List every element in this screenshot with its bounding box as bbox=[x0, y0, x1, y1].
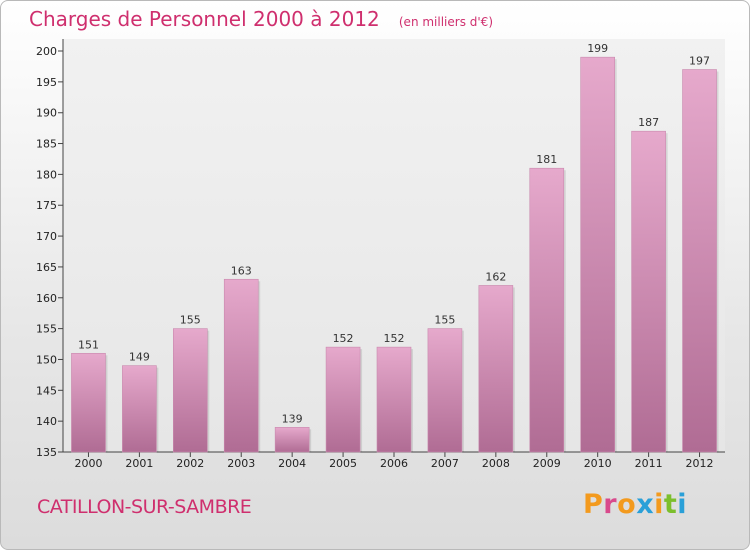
x-tick-label: 2010 bbox=[584, 457, 612, 470]
x-tick-label: 2009 bbox=[533, 457, 561, 470]
x-tick-label: 2007 bbox=[431, 457, 459, 470]
chart-subtitle: (en milliers d'€) bbox=[398, 15, 493, 29]
y-tick-label: 195 bbox=[36, 76, 57, 89]
data-label-2006: 152 bbox=[384, 332, 405, 345]
logo-letter: i bbox=[677, 489, 688, 520]
x-tick-label: 2002 bbox=[176, 457, 204, 470]
x-tick-label: 2012 bbox=[686, 457, 714, 470]
data-label-2000: 151 bbox=[78, 338, 99, 351]
y-tick-label: 180 bbox=[36, 168, 57, 181]
x-tick-label: 2003 bbox=[227, 457, 255, 470]
bar-2006 bbox=[376, 346, 412, 453]
data-label-2012: 197 bbox=[689, 55, 710, 68]
data-label-2005: 152 bbox=[333, 332, 354, 345]
bar-2003 bbox=[223, 278, 259, 453]
y-tick-label: 155 bbox=[36, 323, 57, 336]
y-tick-label: 170 bbox=[36, 230, 57, 243]
data-label-2007: 155 bbox=[434, 314, 455, 327]
chart-title: Charges de Personnel 2000 à 2012 bbox=[29, 7, 380, 31]
bar-2008 bbox=[478, 285, 514, 453]
x-tick-label: 2001 bbox=[125, 457, 153, 470]
y-tick-label: 175 bbox=[36, 199, 57, 212]
x-tick-label: 2004 bbox=[278, 457, 306, 470]
x-tick-label: 2000 bbox=[74, 457, 102, 470]
proxiti-logo[interactable]: Proxiti bbox=[583, 489, 687, 520]
x-axis: 2000 2001 2002 2003 2004 2005 2006 2007 2008 2009… bbox=[63, 451, 725, 470]
y-tick-label: 150 bbox=[36, 353, 57, 366]
y-tick-label: 160 bbox=[36, 292, 57, 305]
y-tick-label: 135 bbox=[36, 446, 57, 459]
bars: 151 149 155 163 139 152 152 155 162 181 199 187 197 bbox=[71, 42, 719, 453]
bar-2001 bbox=[122, 365, 157, 453]
y-tick-label: 200 bbox=[36, 45, 57, 58]
data-label-2002: 155 bbox=[180, 314, 201, 327]
x-tick-label: 2005 bbox=[329, 457, 357, 470]
logo-letter: P bbox=[583, 489, 604, 520]
data-label-2011: 187 bbox=[638, 116, 659, 129]
bar-2004 bbox=[274, 427, 310, 453]
bar-2002 bbox=[173, 328, 208, 453]
bar-2009 bbox=[529, 167, 565, 453]
data-label-2010: 199 bbox=[587, 42, 608, 55]
bar-2012 bbox=[682, 69, 717, 453]
commune-name: CATILLON-SUR-SAMBRE bbox=[37, 496, 252, 518]
data-label-2003: 163 bbox=[231, 264, 252, 277]
y-axis: 135 140 145 150 155 160 165 170 175 180 185 190 195 2… bbox=[36, 39, 64, 459]
data-label-2001: 149 bbox=[129, 351, 150, 364]
y-tick-label: 165 bbox=[36, 261, 57, 274]
y-tick-label: 140 bbox=[36, 415, 57, 428]
x-tick-label: 2006 bbox=[380, 457, 408, 470]
title-row: Charges de Personnel 2000 à 2012 (en mil… bbox=[29, 7, 493, 31]
bar-2011 bbox=[631, 130, 666, 453]
bar-2005 bbox=[325, 346, 361, 453]
y-tick-label: 145 bbox=[36, 384, 57, 397]
logo-letter: o bbox=[617, 489, 637, 520]
x-tick-label: 2011 bbox=[635, 457, 663, 470]
logo-letter: r bbox=[603, 489, 618, 520]
bar-2010 bbox=[580, 56, 615, 453]
bar-2007 bbox=[427, 328, 463, 453]
logo-letter: i bbox=[654, 489, 664, 520]
y-tick-label: 185 bbox=[36, 138, 57, 151]
y-tick-label: 190 bbox=[36, 107, 57, 120]
logo-letter: x bbox=[636, 489, 655, 520]
data-label-2009: 181 bbox=[536, 153, 557, 166]
data-label-2004: 139 bbox=[282, 412, 303, 425]
x-tick-label: 2008 bbox=[482, 457, 510, 470]
data-label-2008: 162 bbox=[485, 270, 506, 283]
logo-letter: t bbox=[663, 489, 678, 520]
bar-2000 bbox=[71, 352, 106, 453]
